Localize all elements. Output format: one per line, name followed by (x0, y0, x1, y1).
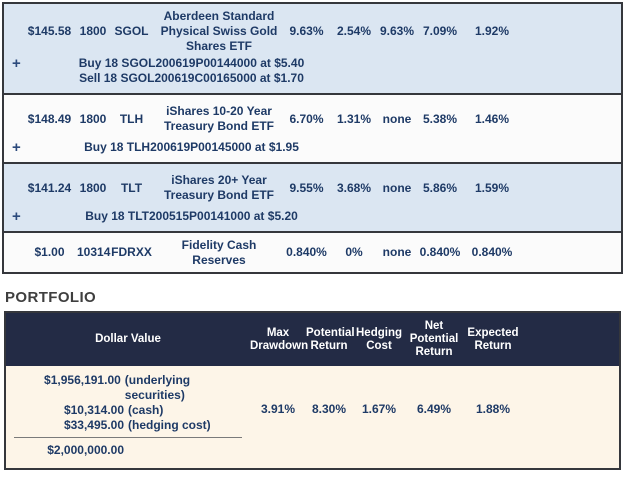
holding-name: Fidelity Cash Reserves (181, 237, 257, 267)
amount-hedging: $33,495.00 (63, 418, 124, 432)
portfolio-expected-return: 1.88% (475, 401, 511, 416)
holding-expected-return: 1.92% (474, 24, 510, 38)
portfolio-max-drawdown: 3.91% (260, 401, 296, 416)
expand-plus-icon[interactable]: + (12, 139, 21, 156)
label-underlying: (underlying securities) (124, 373, 191, 402)
col-header-hedging-cost: Hedging Cost (356, 326, 402, 352)
holding-quantity: 1800 (79, 111, 107, 126)
dollar-line-underlying: $1,956,191.00 (underlying securities) (6, 373, 250, 403)
holding-hedging-cost: none (382, 111, 412, 126)
holding-max-drawdown: 6.70% (289, 111, 324, 126)
holding-quantity: 10314 (77, 245, 111, 259)
holding-hedging-cost: 9.63% (379, 24, 415, 38)
expand-plus-icon[interactable]: + (12, 208, 21, 225)
order-line: Buy 18 TLT200515P00141000 at $5.20 (85, 209, 298, 223)
expand-plus-icon[interactable]: + (12, 55, 21, 72)
holding-max-drawdown: 0.840% (286, 245, 327, 259)
holding-hedging-cost: none (382, 180, 412, 195)
holding-expected-return: 1.46% (474, 111, 510, 126)
holding-price: $1.00 (34, 245, 65, 259)
holdings-table: $145.58 1800 SGOL Aberdeen Standard Phys… (2, 2, 623, 274)
holding-ticker: SGOL (114, 24, 149, 38)
holding-quantity: 1800 (79, 180, 107, 195)
holding-row-sgol: $145.58 1800 SGOL Aberdeen Standard Phys… (4, 4, 621, 95)
order-line: Sell 18 SGOL200619C00165000 at $1.70 (79, 71, 304, 85)
holding-row-tlt: $141.24 1800 TLT iShares 20+ Year Treasu… (4, 164, 621, 233)
holding-price: $145.58 (27, 24, 72, 38)
label-hedging: (hedging cost) (128, 418, 211, 432)
holding-expected-return: 1.59% (474, 180, 510, 195)
portfolio-summary-table: Dollar Value Max Drawdown Potential Retu… (4, 311, 621, 470)
holding-ticker: TLT (120, 180, 143, 195)
amount-cash: $10,314.00 (63, 403, 124, 417)
holding-ticker: FDRXX (111, 245, 152, 259)
holding-name: iShares 10-20 Year Treasury Bond ETF (163, 104, 275, 133)
holding-expected-return: 0.840% (471, 245, 513, 259)
holding-row-tlh: $148.49 1800 TLH iShares 10-20 Year Trea… (4, 95, 621, 164)
holding-max-drawdown: 9.63% (289, 24, 324, 38)
holding-ticker: TLH (119, 111, 144, 126)
portfolio-section-heading: PORTFOLIO (5, 289, 97, 306)
holding-net-potential-return: 0.840% (419, 245, 461, 259)
order-line: Buy 18 TLH200619P00145000 at $1.95 (84, 140, 299, 154)
holding-net-potential-return: 5.38% (422, 111, 458, 126)
dollar-line-hedging: $33,495.00 (hedging cost) (6, 418, 250, 433)
col-header-net-potential-return: Net Potential Return (409, 320, 459, 358)
holding-hedging-cost: none (382, 245, 412, 259)
label-cash: (cash) (128, 403, 164, 417)
portfolio-header-row: Dollar Value Max Drawdown Potential Retu… (6, 313, 619, 366)
holding-potential-return: 2.54% (336, 24, 372, 38)
holding-net-potential-return: 7.09% (422, 24, 458, 38)
portfolio-potential-return: 8.30% (311, 401, 347, 416)
dollar-line-cash: $10,314.00 (cash) (6, 403, 250, 418)
holding-name: Aberdeen Standard Physical Swiss Gold Sh… (160, 9, 278, 53)
col-header-dollar-value: Dollar Value (95, 333, 161, 345)
portfolio-net-potential-return: 6.49% (416, 401, 452, 416)
order-line: Buy 18 SGOL200619P00144000 at $5.40 (78, 56, 305, 70)
total-divider-line (14, 437, 242, 438)
dollar-value-breakdown: $1,956,191.00 (underlying securities) $1… (6, 373, 250, 458)
holding-potential-return: 1.31% (336, 111, 372, 126)
holding-potential-return: 3.68% (336, 180, 372, 195)
amount-underlying: $1,956,191.00 (44, 373, 121, 387)
holding-name: iShares 20+ Year Treasury Bond ETF (163, 173, 275, 202)
portfolio-value-row: $1,956,191.00 (underlying securities) $1… (6, 366, 619, 468)
holding-max-drawdown: 9.55% (289, 180, 324, 195)
holding-row-fdrxx: $1.00 10314 FDRXX Fidelity Cash Reserves… (4, 233, 621, 272)
holding-price: $148.49 (27, 111, 72, 126)
col-header-potential-return: Potential Return (306, 326, 355, 352)
holding-net-potential-return: 5.86% (422, 180, 458, 195)
col-header-expected-return: Expected Return (467, 326, 519, 352)
holding-price: $141.24 (27, 180, 72, 195)
portfolio-total-value: $2,000,000.00 (47, 443, 124, 457)
portfolio-hedging-cost: 1.67% (361, 401, 397, 416)
col-header-max-drawdown: Max Drawdown (250, 326, 309, 352)
holding-quantity: 1800 (79, 24, 107, 38)
holding-potential-return: 0% (345, 245, 363, 259)
